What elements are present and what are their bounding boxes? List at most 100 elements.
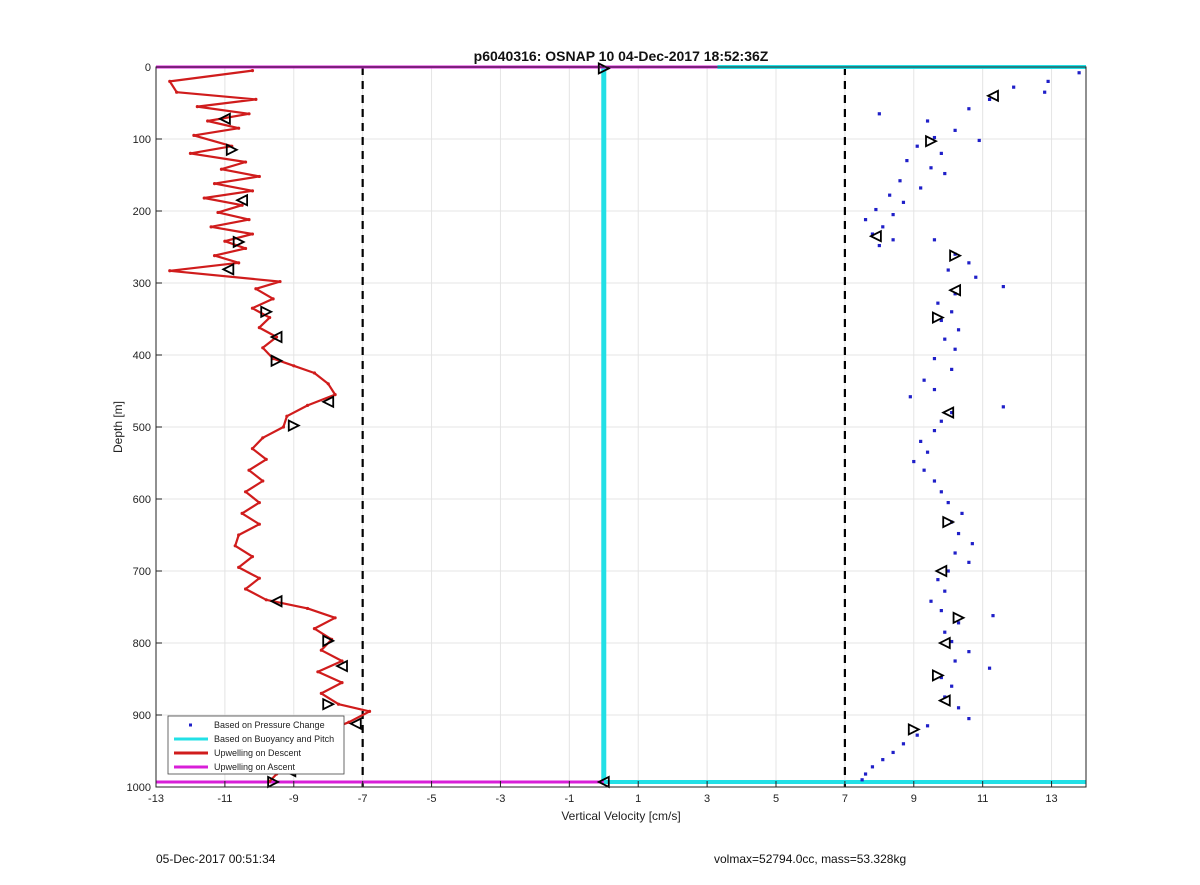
pressure-point [1001,285,1005,289]
pressure-point [932,387,937,392]
descent-point [202,196,206,200]
descent-point [312,371,317,375]
descent-marker [334,659,348,673]
x-tick-label: -9 [289,793,299,805]
pressure-point [950,411,954,415]
descent-point [274,335,279,339]
pressure-point [943,337,947,341]
descent-point [237,261,241,265]
x-tick-label: -1 [564,793,574,805]
descent-point [264,598,268,602]
pressure-point [870,765,875,769]
descent-point [312,627,317,631]
pressure-point [901,200,906,204]
pressure-point [977,138,981,143]
pressure-point [905,159,909,163]
pressure-point [967,261,971,265]
x-tick-label: -13 [148,793,164,805]
pressure-point [860,778,864,782]
pressure-point [901,742,906,746]
descent-marker [221,262,235,276]
descent-point [188,151,193,155]
pressure-point [987,666,992,670]
pressure-point [925,119,930,123]
marker-layer [217,61,999,789]
pressure-point [1046,79,1050,83]
footer-volmax-mass: volmax=52794.0cc, mass=53.328kg [714,852,907,866]
pressure-point [936,578,940,582]
pressure-point [932,238,937,242]
pressure-point [950,310,954,314]
descent-point [367,709,372,714]
y-tick-label: 300 [133,278,151,290]
pressure-point [932,479,937,483]
descent-point [340,681,344,685]
descent-point [250,232,255,236]
descent-point [175,90,179,94]
descent-marker [322,634,336,648]
pressure-point [863,772,868,776]
x-tick-label: 5 [773,793,779,805]
ascent-marker [931,668,945,682]
descent-point [250,447,255,451]
pressure-point [1043,90,1047,94]
legend-label: Based on Pressure Change [214,720,325,730]
ascent-marker [597,61,611,75]
descent-point [281,425,286,429]
pressure-point [915,733,919,737]
legend-label: Upwelling on Ascent [214,762,296,772]
y-tick-label: 1000 [127,782,151,794]
descent-point [271,297,275,301]
pressure-point [922,378,926,382]
x-tick-label: -11 [217,793,232,805]
ascent-marker [952,611,966,625]
descent-point [237,533,241,537]
pressure-point [863,218,868,222]
descent-point [261,436,265,440]
pressure-point [1012,85,1016,89]
x-tick-label: -3 [496,793,506,805]
ascent-marker [948,283,962,297]
pressure-point [953,292,957,296]
descent-point [333,616,337,620]
descent-point [212,254,217,258]
descent-point [216,210,220,215]
pressure-point [970,542,974,546]
descent-marker [225,143,239,157]
pressure-point [956,621,961,625]
x-tick-label: 11 [977,793,988,805]
pressure-point [936,301,940,305]
descent-marker [217,112,231,126]
pressure-point [877,243,881,248]
pressure-point [967,650,971,654]
descent-point [316,670,320,674]
pressure-point [925,450,930,454]
descent-point [285,414,289,418]
descent-marker [322,697,336,711]
y-axis-label: Depth [m] [111,401,125,453]
descent-point [261,479,265,483]
pressure-point [946,268,950,272]
y-tick-label: 400 [133,350,151,362]
descent-marker [270,354,284,368]
descent-point [264,457,268,461]
descent-point [319,691,323,696]
descent-point [168,269,172,273]
pressure-point [967,107,971,111]
descent-point [268,315,272,320]
descent-point [326,382,330,386]
pressure-point [967,560,971,564]
descent-point [209,225,213,229]
y-tick-label: 0 [145,62,151,74]
pressure-point [950,684,954,688]
x-tick-label: 7 [842,793,848,805]
pressure-point [919,186,923,190]
x-axis-label: Vertical Velocity [cm/s] [561,809,680,823]
pressure-point [956,531,961,536]
footer-timestamp: 05-Dec-2017 00:51:34 [156,852,276,866]
descent-point [240,511,244,515]
legend-label: Based on Buoyancy and Pitch [214,734,334,744]
ascent-marker [868,229,882,243]
pressure-point [912,459,916,464]
descent-point [212,182,217,186]
